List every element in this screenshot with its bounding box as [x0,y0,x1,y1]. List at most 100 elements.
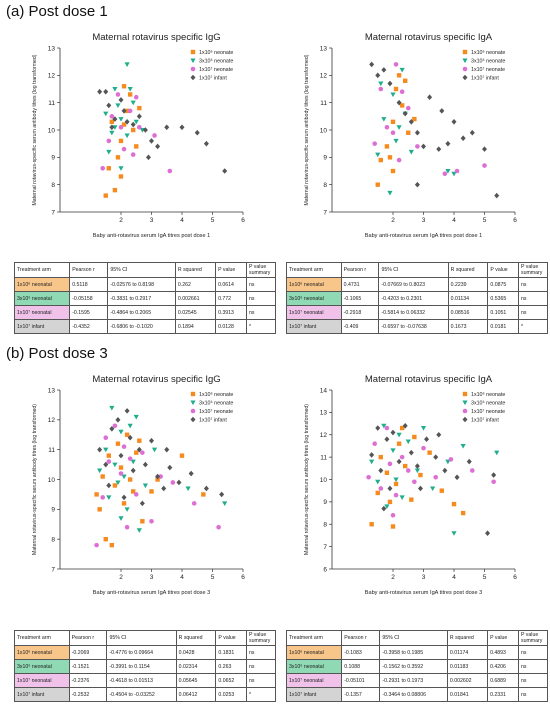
table-header-cell: 95% CI [107,262,176,278]
data-point [97,507,102,512]
table-cell: -0.1521 [68,659,108,674]
table-cell: -0.409 [340,319,380,334]
table-cell: 0.1088 [341,659,381,674]
table-header-row: Treatment arm Pearson r 95% CI R squared P v… [285,630,548,646]
data-point [460,443,466,449]
table-row: 1x10⁷ neonatal -0.2376 -0.4618 to 0.01513 0… [14,673,276,688]
table-row: 1x10⁷ infant -0.4352 -0.6806 to -0.1020 0.1… [13,319,276,334]
data-point [155,143,161,150]
legend-marker [462,49,468,55]
data-point [460,135,466,141]
data-point [421,445,426,451]
x-tick-label: 5 [483,217,487,224]
data-point [121,501,127,506]
y-tick-label: 7 [51,209,55,216]
data-point [381,67,387,73]
stats-table: Treatment arm Pearson r 95% CI R squared P v… [13,262,276,334]
data-point [191,501,197,506]
data-point [406,130,411,135]
table-cell: 0.0614 [215,277,247,292]
data-point [375,152,381,158]
data-point [103,435,109,441]
legend-marker [190,49,196,55]
x-tick-label: 5 [211,217,215,224]
table-header-cell: R squared [447,262,489,278]
table-cell: ns [518,645,548,660]
table-cell: -0.2918 [340,305,380,320]
data-point [418,472,423,478]
data-point [387,155,393,160]
data-point [433,454,439,460]
data-point [454,168,460,174]
data-point [384,470,390,475]
data-point [375,182,380,187]
data-point [121,146,127,152]
table-cell: 0.5365 [487,291,519,306]
data-point [133,492,139,497]
data-point [393,481,399,487]
data-point [448,457,454,462]
table-cell: -0.4203 to 0.2301 [378,291,449,306]
data-point [115,92,121,97]
table-cell: 0.01841 [446,687,489,702]
data-point [414,463,420,469]
data-point [155,477,160,482]
data-point [396,432,402,438]
data-point [133,414,139,420]
table-cell: 0.06412 [175,687,217,702]
data-point [97,88,103,95]
data-point [396,125,402,130]
data-point [222,168,228,174]
y-tick-label: 12 [48,73,56,80]
data-point [158,474,163,479]
data-point [491,472,497,478]
legend-marker [190,408,196,414]
data-point [179,453,185,458]
data-point [121,444,127,449]
table-cell: 0.0428 [175,645,217,660]
data-point [127,423,133,429]
data-point [412,479,417,485]
table-header-cell: P value summary [518,630,548,646]
data-point [369,459,375,465]
y-tick-label: 13 [48,45,56,52]
y-tick-label: 6 [323,566,327,573]
data-point [121,108,127,114]
x-tick-label: 2 [391,574,395,581]
table-cell: 0.0253 [215,687,247,702]
table-header-cell: Pearson r [340,262,380,278]
treatment-arm-cell: 1x10⁶ neonatal [286,277,342,292]
data-point [139,500,145,507]
x-tick-label: 5 [483,574,487,581]
data-point [109,119,115,124]
data-point [451,501,457,507]
data-point [424,436,430,443]
y-tick-label: 8 [323,522,327,529]
y-tick-label: 7 [323,209,327,216]
data-point [439,488,444,493]
table-row: 1x10⁷ infant -0.1357 -0.3464 to 0.08806 0.0… [285,687,548,702]
y-tick-label: 14 [320,387,328,394]
table-header-cell: R squared [174,262,217,278]
data-point [106,138,112,144]
data-point [408,119,414,125]
data-point [451,171,457,177]
table-cell: 0.4206 [487,659,519,674]
data-point [136,113,142,120]
data-point [390,130,396,136]
table-header-cell: 95% CI [379,630,448,646]
table-row: 1x10⁷ neonatal -0.05101 -0.2931 to 0.1973 0… [285,673,548,688]
table-cell: -0.07669 to 0.8023 [378,277,449,292]
x-tick-label: 2 [391,217,395,224]
data-point [121,84,127,89]
data-point [133,119,139,125]
x-tick-label: 6 [513,217,517,224]
data-point [482,163,487,168]
legend-marker [462,400,468,406]
data-point [402,110,408,117]
data-point [121,122,127,127]
data-point [124,108,130,114]
legend-label: 3x10⁶ neonate [471,401,505,407]
y-tick-label: 11 [320,100,327,107]
y-tick-label: 9 [51,507,55,514]
